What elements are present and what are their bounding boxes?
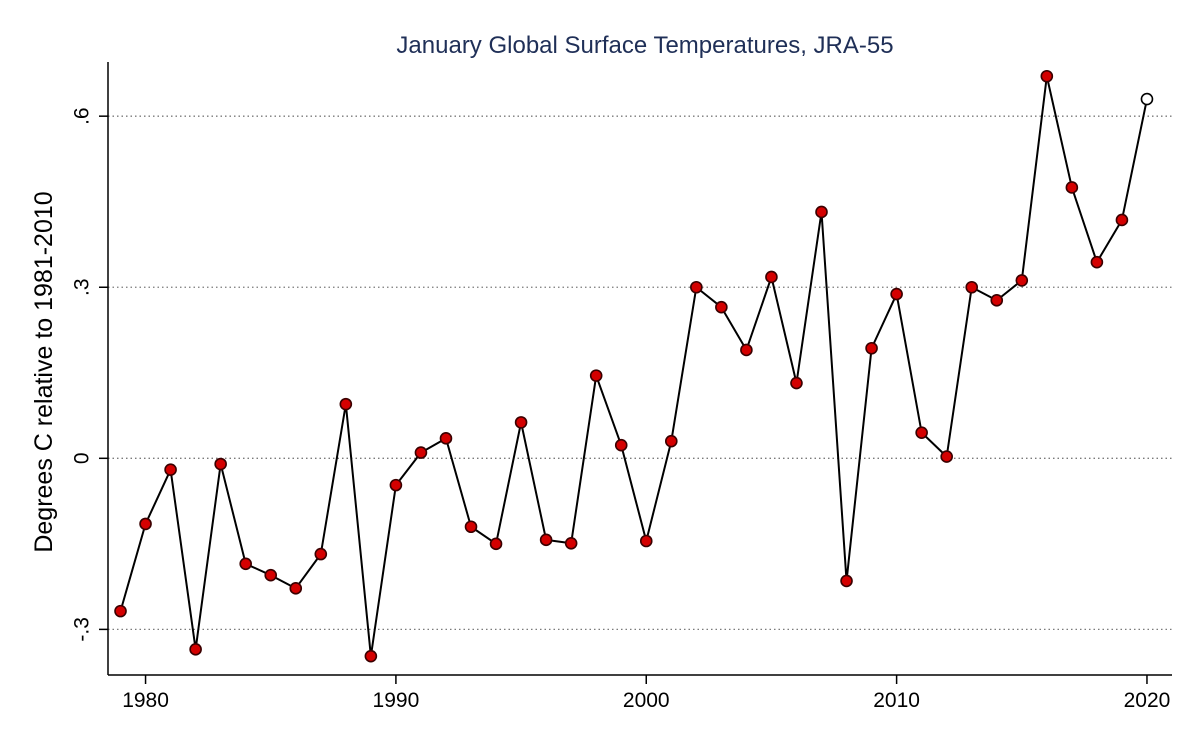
data-point-1981: [164, 463, 177, 477]
grid-lines: [108, 115, 1172, 631]
data-point-2018: [1090, 255, 1104, 269]
data-point-1984: [239, 557, 252, 571]
x-tick-label-4: 2020: [1124, 689, 1171, 712]
data-point-1990: [389, 478, 403, 492]
data-point-1987: [314, 547, 328, 561]
data-point-2007: [815, 205, 828, 219]
data-point-2019: [1115, 213, 1129, 227]
data-point-2017: [1065, 181, 1079, 194]
y-tick-label-2: .3: [71, 278, 94, 296]
y-tick-label-0: -.3: [71, 617, 94, 642]
data-point-2002: [690, 280, 703, 294]
data-point-1997: [564, 536, 578, 550]
data-point-1991: [414, 446, 428, 459]
data-point-1982: [189, 643, 202, 656]
x-tick-label-1: 1990: [373, 689, 420, 712]
x-tick-label-0: 1980: [122, 689, 169, 712]
data-point-1995: [514, 416, 528, 429]
data-point-1986: [289, 582, 303, 595]
data-point-1980: [139, 517, 152, 531]
axes: -.3 0 .3 .6 1980 1990 2000 2010 2020: [71, 62, 1172, 712]
chart-title: January Global Surface Temperatures, JRA…: [396, 32, 893, 59]
data-point-1996: [539, 533, 553, 547]
data-point-2009: [865, 341, 878, 355]
series-january-anomaly: [119, 75, 1148, 658]
data-point-2001: [664, 434, 678, 448]
x-tick-label-3: 2010: [873, 689, 920, 712]
data-point-1999: [614, 438, 628, 452]
data-point-2020: [1140, 92, 1154, 106]
y-tick-label-3: .6: [71, 107, 94, 125]
data-point-1994: [489, 537, 503, 551]
data-point-1988: [339, 397, 353, 411]
data-point-1993: [464, 520, 478, 534]
data-point-2004: [740, 343, 753, 357]
data-point-2011: [915, 426, 928, 439]
data-point-1998: [589, 369, 603, 382]
data-point-2016: [1040, 69, 1054, 83]
data-point-2000: [639, 534, 653, 548]
y-axis-label: Degrees C relative to 1981-2010: [30, 191, 58, 552]
data-point-2015: [1015, 274, 1029, 287]
data-point-1979: [114, 604, 127, 618]
series-line-0: [119, 75, 1148, 658]
data-point-1989: [364, 649, 378, 663]
data-point-1985: [264, 568, 278, 582]
data-point-2005: [765, 270, 778, 284]
data-point-2014: [990, 294, 1004, 307]
y-tick-label-1: 0: [71, 452, 94, 464]
data-point-2006: [790, 376, 803, 390]
data-point-1983: [214, 457, 227, 471]
data-point-2010: [890, 287, 903, 301]
data-point-2003: [715, 300, 728, 314]
data-point-1992: [439, 432, 453, 445]
data-point-2008: [840, 574, 853, 588]
data-point-2012: [940, 450, 953, 463]
x-tick-label-2: 2000: [623, 689, 670, 712]
data-point-2013: [965, 280, 979, 294]
data-points: [114, 69, 1154, 663]
